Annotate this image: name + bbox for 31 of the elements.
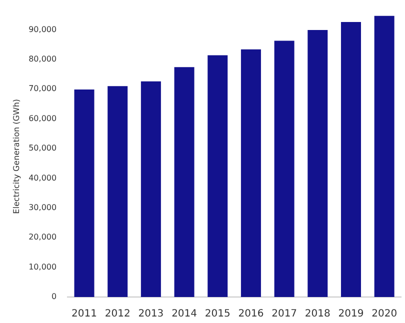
bar xyxy=(140,81,161,297)
y-tick-label: 70,000 xyxy=(28,84,57,94)
x-tick-label: 2015 xyxy=(204,308,230,320)
bar xyxy=(274,40,294,297)
bar xyxy=(108,86,128,297)
y-axis-title: Electricity Generation (GWh) xyxy=(12,98,21,214)
x-tick-label: 2014 xyxy=(172,308,198,320)
y-tick-label: 0 xyxy=(52,292,57,302)
x-tick-label: 2019 xyxy=(338,308,364,320)
y-tick-label: 50,000 xyxy=(28,144,57,153)
bar xyxy=(374,16,394,297)
x-tick-label: 2012 xyxy=(104,308,130,320)
x-tick-label: 2020 xyxy=(372,308,398,320)
x-tick-label: 2018 xyxy=(304,308,330,320)
y-tick-label: 80,000 xyxy=(28,54,57,64)
bar xyxy=(208,55,228,297)
y-tick-label: 90,000 xyxy=(28,24,57,34)
bar xyxy=(340,22,361,297)
y-tick-label: 20,000 xyxy=(28,232,57,242)
y-tick-label: 60,000 xyxy=(28,114,57,123)
x-tick-label: 2011 xyxy=(72,308,97,320)
y-tick-label: 40,000 xyxy=(28,173,57,182)
x-tick-label: 2016 xyxy=(238,308,264,320)
bar xyxy=(74,89,94,297)
bar xyxy=(240,49,261,297)
bar xyxy=(308,30,328,297)
y-tick-label: 30,000 xyxy=(28,202,57,212)
x-tick-label: 2013 xyxy=(138,308,164,320)
bar xyxy=(174,67,194,297)
x-tick-label: 2017 xyxy=(272,308,298,320)
y-tick-label: 10,000 xyxy=(28,262,57,272)
